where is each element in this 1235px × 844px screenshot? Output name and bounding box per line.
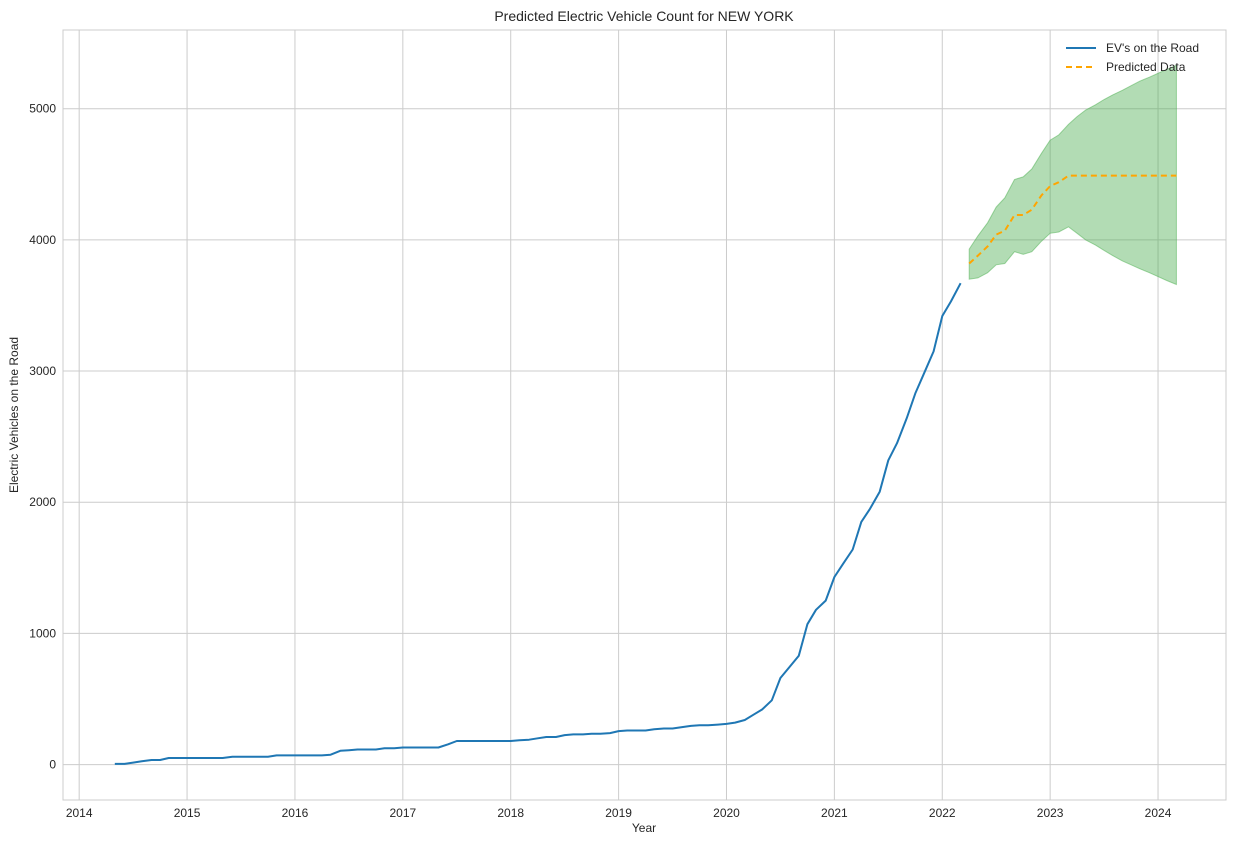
x-tick-label: 2020	[713, 806, 740, 820]
chart-title: Predicted Electric Vehicle Count for NEW…	[494, 8, 794, 24]
y-tick-label: 4000	[29, 233, 56, 247]
y-tick-label: 1000	[29, 626, 56, 640]
legend: EV's on the Road Predicted Data	[1066, 41, 1199, 74]
x-tick-label: 2014	[66, 806, 93, 820]
x-tick-label: 2015	[174, 806, 201, 820]
y-tick-label: 0	[49, 758, 56, 772]
x-tick-label: 2022	[929, 806, 956, 820]
y-axis-ticks: 0 1000 2000 3000 4000 5000	[29, 102, 56, 772]
x-axis-label: Year	[632, 821, 656, 835]
x-tick-label: 2021	[821, 806, 848, 820]
grid	[63, 30, 1226, 800]
series-line-predicted	[968, 174, 1177, 265]
series-layer	[114, 174, 1177, 765]
x-tick-label: 2018	[497, 806, 524, 820]
x-tick-label: 2016	[282, 806, 309, 820]
legend-label-predicted: Predicted Data	[1106, 60, 1186, 74]
y-axis-label: Electric Vehicles on the Road	[7, 337, 21, 493]
x-tick-label: 2017	[389, 806, 416, 820]
x-tick-label: 2024	[1145, 806, 1172, 820]
x-tick-label: 2019	[605, 806, 632, 820]
x-tick-label: 2023	[1037, 806, 1064, 820]
y-tick-label: 5000	[29, 102, 56, 116]
x-axis-ticks: 2014 2015 2016 2017 2018 2019 2020 2021 2022 2023…	[66, 806, 1172, 820]
y-tick-label: 2000	[29, 495, 56, 509]
y-tick-label: 3000	[29, 364, 56, 378]
series-line-actual	[114, 282, 962, 765]
plot-area-frame	[62, 29, 1227, 801]
legend-label-actual: EV's on the Road	[1106, 41, 1199, 55]
